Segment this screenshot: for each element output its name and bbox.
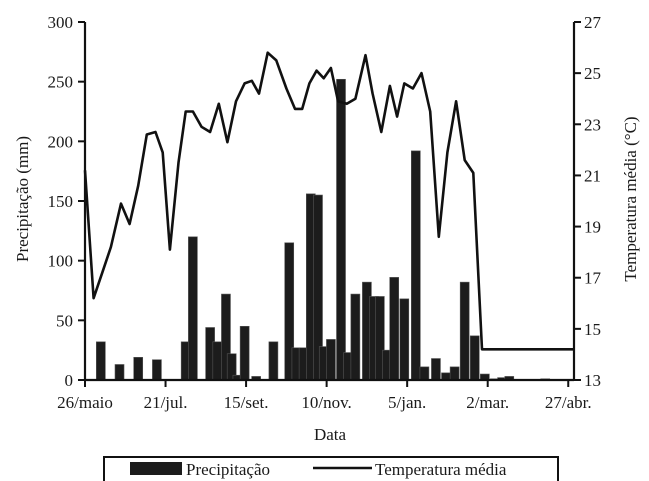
legend-bar-swatch — [130, 462, 182, 475]
x-tick-label: 10/nov. — [301, 393, 351, 412]
precipitation-bar — [419, 366, 430, 381]
precipitation-bar — [431, 358, 441, 381]
precipitation-bar — [459, 281, 470, 381]
temperature-line — [83, 51, 574, 351]
precipitation-bar — [389, 277, 400, 381]
x-tick-label: 26/maio — [57, 393, 113, 412]
precipitation-bar — [212, 341, 223, 381]
precipitation-bar — [350, 293, 361, 381]
legend-frame — [103, 456, 559, 481]
right-tick-label: 19 — [584, 218, 601, 237]
x-tick-label: 2/mar. — [466, 393, 509, 412]
precipitation-bar — [133, 357, 144, 381]
right-tick-label: 21 — [584, 166, 601, 185]
left-tick-label: 200 — [48, 132, 74, 151]
precipitation-bar — [410, 150, 421, 381]
right-tick-label: 15 — [584, 320, 601, 339]
precipitation-bar — [96, 341, 106, 381]
precipitation-bar — [336, 78, 346, 381]
precipitation-bar — [399, 298, 410, 381]
x-axis-title: Data — [314, 425, 347, 444]
left-tick-label: 100 — [48, 252, 74, 271]
left-tick-label: 300 — [48, 13, 74, 32]
precipitation-bar — [188, 236, 198, 381]
left-tick-label: 50 — [56, 311, 73, 330]
precipitation-bar — [268, 341, 279, 381]
precipitation-bar — [239, 325, 250, 381]
right-tick-label: 17 — [584, 269, 602, 288]
right-tick-label: 13 — [584, 371, 601, 390]
x-tick-label: 15/set. — [224, 393, 269, 412]
precipitation-bar — [152, 359, 162, 381]
right-y-ticks: 13 15 17 19 21 23 25 27 — [574, 13, 602, 390]
x-tick-label: 5/jan. — [388, 393, 426, 412]
legend-line-label: Temperatura média — [375, 460, 507, 479]
right-tick-label: 25 — [584, 64, 601, 83]
left-tick-label: 0 — [65, 371, 74, 390]
legend: Precipitação Temperatura média — [103, 456, 559, 481]
right-tick-label: 27 — [584, 13, 602, 32]
left-y-ticks: 0 50 100 150 200 250 300 — [48, 13, 85, 390]
legend-bar-label: Precipitação — [186, 460, 270, 479]
right-y-axis-title: Temperatura média (°C) — [621, 116, 640, 281]
x-tick-label: 21/jul. — [144, 393, 188, 412]
x-tick-label: 27/abr. — [545, 393, 592, 412]
precipitation-bars — [96, 78, 551, 381]
precipitation-bar — [114, 364, 125, 381]
precipitation-bar — [449, 366, 460, 381]
left-tick-label: 150 — [48, 192, 74, 211]
precipitation-bar — [326, 339, 336, 381]
left-y-axis-title: Precipitação (mm) — [13, 136, 32, 262]
precipitation-bar — [469, 335, 480, 381]
right-tick-label: 23 — [584, 115, 601, 134]
left-tick-label: 250 — [48, 73, 74, 92]
x-ticks: 26/maio 21/jul. 15/set. 10/nov. 5/jan. 2/mar.… — [57, 380, 592, 412]
